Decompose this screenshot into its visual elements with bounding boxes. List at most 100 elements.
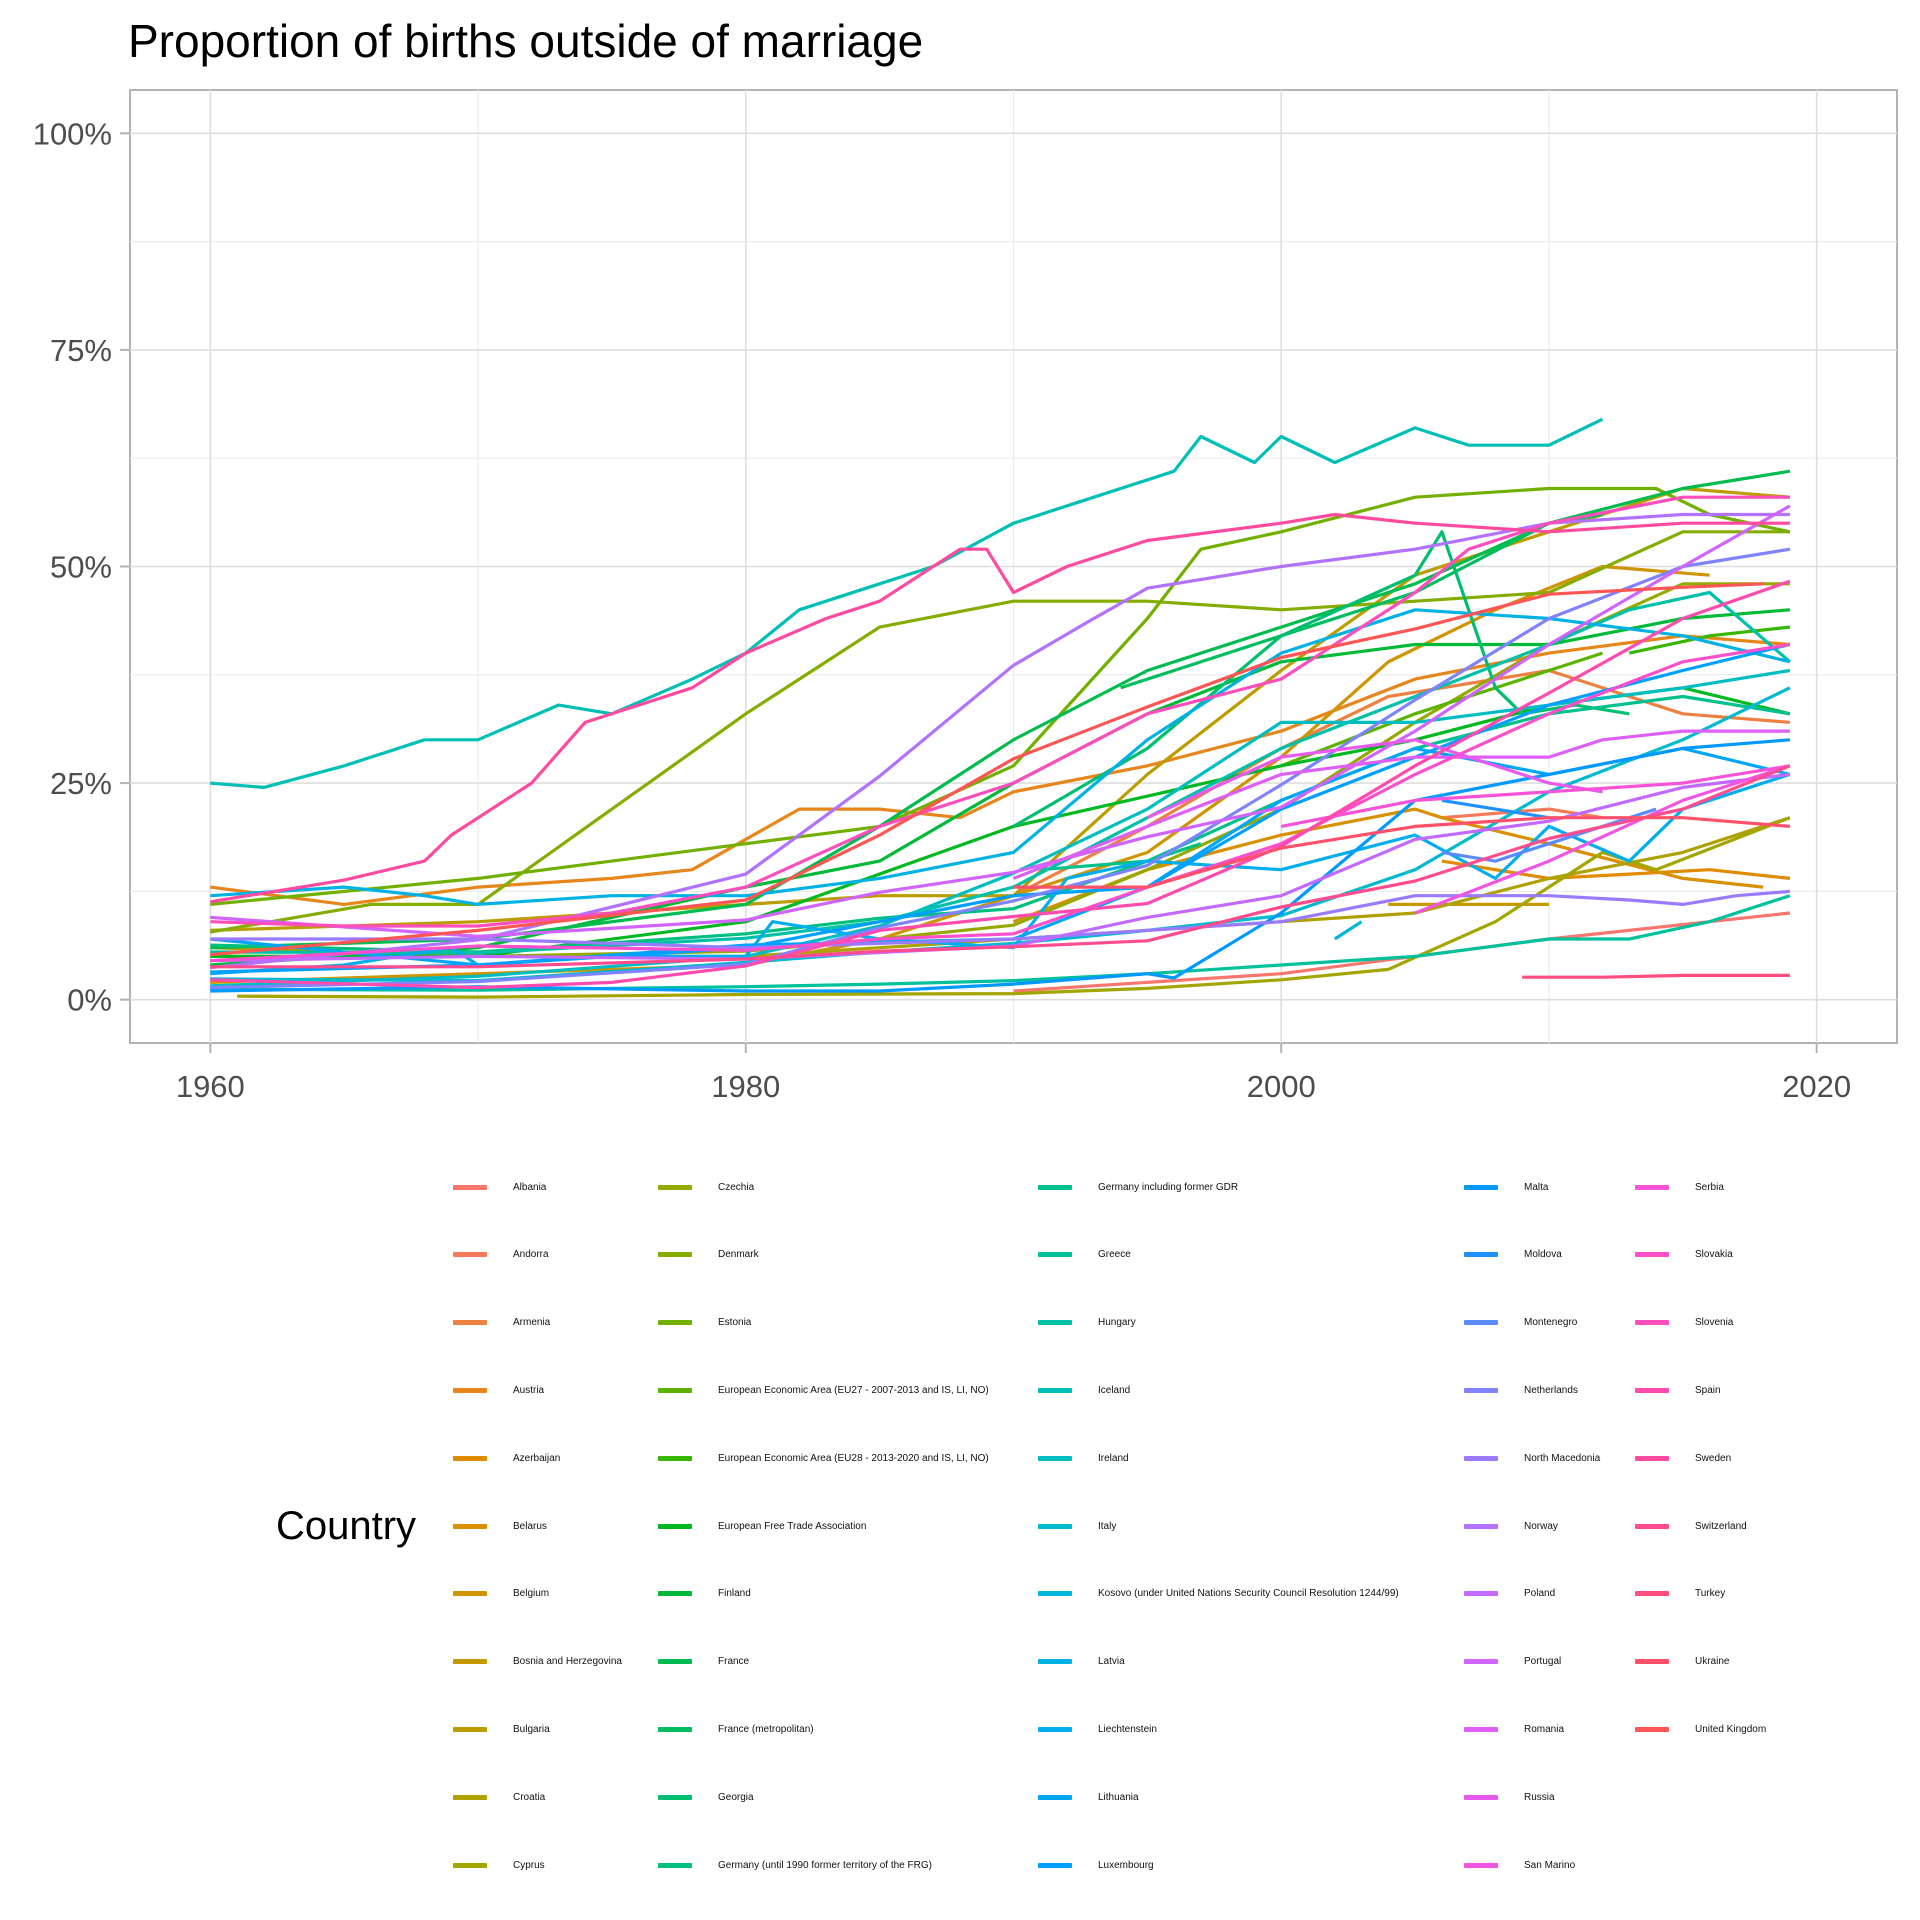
legend-label: European Economic Area (EU28 - 2013-2020… bbox=[718, 1452, 989, 1464]
legend-item[interactable]: Spain bbox=[1635, 1380, 1721, 1400]
series-line bbox=[210, 590, 1791, 955]
legend-label: Georgia bbox=[718, 1791, 754, 1803]
legend-item[interactable]: France bbox=[658, 1652, 749, 1672]
legend-item[interactable]: Belgium bbox=[453, 1584, 549, 1604]
x-tick-label: 1960 bbox=[176, 1069, 245, 1104]
legend-item[interactable]: Finland bbox=[658, 1584, 751, 1604]
legend-label: Hungary bbox=[1098, 1317, 1136, 1329]
legend-label: Liechtenstein bbox=[1098, 1723, 1157, 1735]
legend-key-line-icon bbox=[658, 1794, 692, 1800]
legend-label: Portugal bbox=[1524, 1656, 1562, 1668]
legend-label: European Free Trade Association bbox=[718, 1520, 867, 1532]
series-line bbox=[210, 764, 1791, 969]
legend-item[interactable]: Hungary bbox=[1038, 1313, 1136, 1333]
legend-item[interactable]: Poland bbox=[1464, 1584, 1555, 1604]
legend-item[interactable]: Germany (until 1990 former territory of … bbox=[658, 1855, 932, 1875]
legend-key-line-icon bbox=[1464, 1184, 1498, 1190]
legend-item[interactable]: North Macedonia bbox=[1464, 1448, 1600, 1468]
legend-item[interactable]: European Economic Area (EU27 - 2007-2013… bbox=[658, 1380, 989, 1400]
legend-key-line-icon bbox=[1038, 1794, 1072, 1800]
series-line bbox=[1280, 764, 1791, 828]
legend-label: Germany (until 1990 former territory of … bbox=[718, 1859, 932, 1871]
legend-item[interactable]: Cyprus bbox=[453, 1855, 545, 1875]
legend-item[interactable]: Ireland bbox=[1038, 1448, 1129, 1468]
legend-item[interactable]: Serbia bbox=[1635, 1177, 1724, 1197]
plot-svg: 0% 25% 50% 75% 100% 1960 1980 2000 2020 bbox=[33, 89, 1898, 1104]
x-tick-label: 1980 bbox=[711, 1069, 780, 1104]
legend-item[interactable]: Turkey bbox=[1635, 1584, 1725, 1604]
legend-key-line-icon bbox=[453, 1726, 487, 1732]
legend-item[interactable]: United Kingdom bbox=[1635, 1719, 1766, 1739]
legend-key-line-icon bbox=[658, 1455, 692, 1461]
series-line bbox=[1146, 738, 1603, 820]
legend-label: Belarus bbox=[513, 1520, 547, 1532]
legend-item[interactable]: France (metropolitan) bbox=[658, 1719, 814, 1739]
legend-key-line-icon bbox=[1635, 1184, 1669, 1190]
legend-item[interactable]: Croatia bbox=[453, 1787, 545, 1807]
legend-item[interactable]: Armenia bbox=[453, 1313, 550, 1333]
legend-item[interactable]: Azerbaijan bbox=[453, 1448, 560, 1468]
legend-label: Poland bbox=[1524, 1588, 1556, 1600]
legend-label: Armenia bbox=[513, 1317, 551, 1329]
legend-item[interactable]: Belarus bbox=[453, 1516, 547, 1536]
legend-item[interactable]: Sweden bbox=[1635, 1448, 1731, 1468]
legend-key-line-icon bbox=[1635, 1591, 1669, 1597]
legend-item[interactable]: Germany including former GDR bbox=[1038, 1177, 1238, 1197]
legend-label: Montenegro bbox=[1524, 1317, 1578, 1329]
legend-item[interactable]: Austria bbox=[453, 1380, 544, 1400]
legend-item[interactable]: Switzerland bbox=[1635, 1516, 1747, 1536]
legend-item[interactable]: Montenegro bbox=[1464, 1313, 1577, 1333]
legend-key-line-icon bbox=[1464, 1387, 1498, 1393]
legend-item[interactable]: Slovakia bbox=[1635, 1245, 1733, 1265]
legend-item[interactable]: Liechtenstein bbox=[1038, 1719, 1157, 1739]
series-layer bbox=[210, 417, 1791, 999]
legend-item[interactable]: Georgia bbox=[658, 1787, 754, 1807]
legend-item[interactable]: European Economic Area (EU28 - 2013-2020… bbox=[658, 1448, 989, 1468]
series-line bbox=[210, 512, 1790, 904]
legend-item[interactable]: Czechia bbox=[658, 1177, 754, 1197]
legend-label: Serbia bbox=[1695, 1181, 1724, 1193]
legend-item[interactable]: European Free Trade Association bbox=[658, 1516, 866, 1536]
legend-item[interactable]: Romania bbox=[1464, 1719, 1564, 1739]
series-line bbox=[1628, 625, 1791, 655]
legend-item[interactable]: Albania bbox=[453, 1177, 546, 1197]
legend-item[interactable]: Andorra bbox=[453, 1245, 549, 1265]
legend-key-line-icon bbox=[1464, 1794, 1498, 1800]
x-axis: 1960 1980 2000 2020 bbox=[176, 1043, 1851, 1104]
legend-label: Kosovo (under United Nations Security Co… bbox=[1098, 1588, 1399, 1600]
legend-label: Ukraine bbox=[1695, 1656, 1730, 1668]
legend-item[interactable]: Bulgaria bbox=[453, 1719, 550, 1739]
legend-item[interactable]: San Marino bbox=[1464, 1855, 1575, 1875]
legend-key-line-icon bbox=[658, 1184, 692, 1190]
legend-item[interactable]: Kosovo (under United Nations Security Co… bbox=[1038, 1584, 1399, 1604]
legend-item[interactable]: Portugal bbox=[1464, 1652, 1561, 1672]
legend-key-line-icon bbox=[1635, 1455, 1669, 1461]
series-line bbox=[1441, 807, 1603, 820]
legend-item[interactable]: Luxembourg bbox=[1038, 1855, 1154, 1875]
legend-item[interactable]: Italy bbox=[1038, 1516, 1116, 1536]
legend-label: Latvia bbox=[1098, 1656, 1125, 1668]
legend-item[interactable]: Slovenia bbox=[1635, 1313, 1733, 1333]
x-tick-label: 2000 bbox=[1247, 1069, 1316, 1104]
legend-item[interactable]: Iceland bbox=[1038, 1380, 1130, 1400]
y-axis: 0% 25% 50% 75% 100% bbox=[33, 116, 130, 1018]
legend-item[interactable]: Russia bbox=[1464, 1787, 1555, 1807]
legend-item[interactable]: Bosnia and Herzegovina bbox=[453, 1652, 622, 1672]
legend-item[interactable]: Netherlands bbox=[1464, 1380, 1578, 1400]
legend-key-line-icon bbox=[658, 1252, 692, 1258]
legend-label: Belgium bbox=[513, 1588, 550, 1600]
legend-item[interactable]: Lithuania bbox=[1038, 1787, 1139, 1807]
legend-item[interactable]: Norway bbox=[1464, 1516, 1558, 1536]
legend-key-line-icon bbox=[1464, 1523, 1498, 1529]
y-tick-label: 100% bbox=[33, 116, 112, 151]
legend-item[interactable]: Ukraine bbox=[1635, 1652, 1729, 1672]
legend-label: United Kingdom bbox=[1695, 1723, 1767, 1735]
legend-item[interactable]: Estonia bbox=[658, 1313, 751, 1333]
legend-item[interactable]: Malta bbox=[1464, 1177, 1548, 1197]
legend-key-line-icon bbox=[453, 1252, 487, 1258]
legend-label: Azerbaijan bbox=[513, 1452, 561, 1464]
legend-item[interactable]: Moldova bbox=[1464, 1245, 1562, 1265]
legend-item[interactable]: Greece bbox=[1038, 1245, 1131, 1265]
legend-item[interactable]: Denmark bbox=[658, 1245, 759, 1265]
legend-item[interactable]: Latvia bbox=[1038, 1652, 1125, 1672]
